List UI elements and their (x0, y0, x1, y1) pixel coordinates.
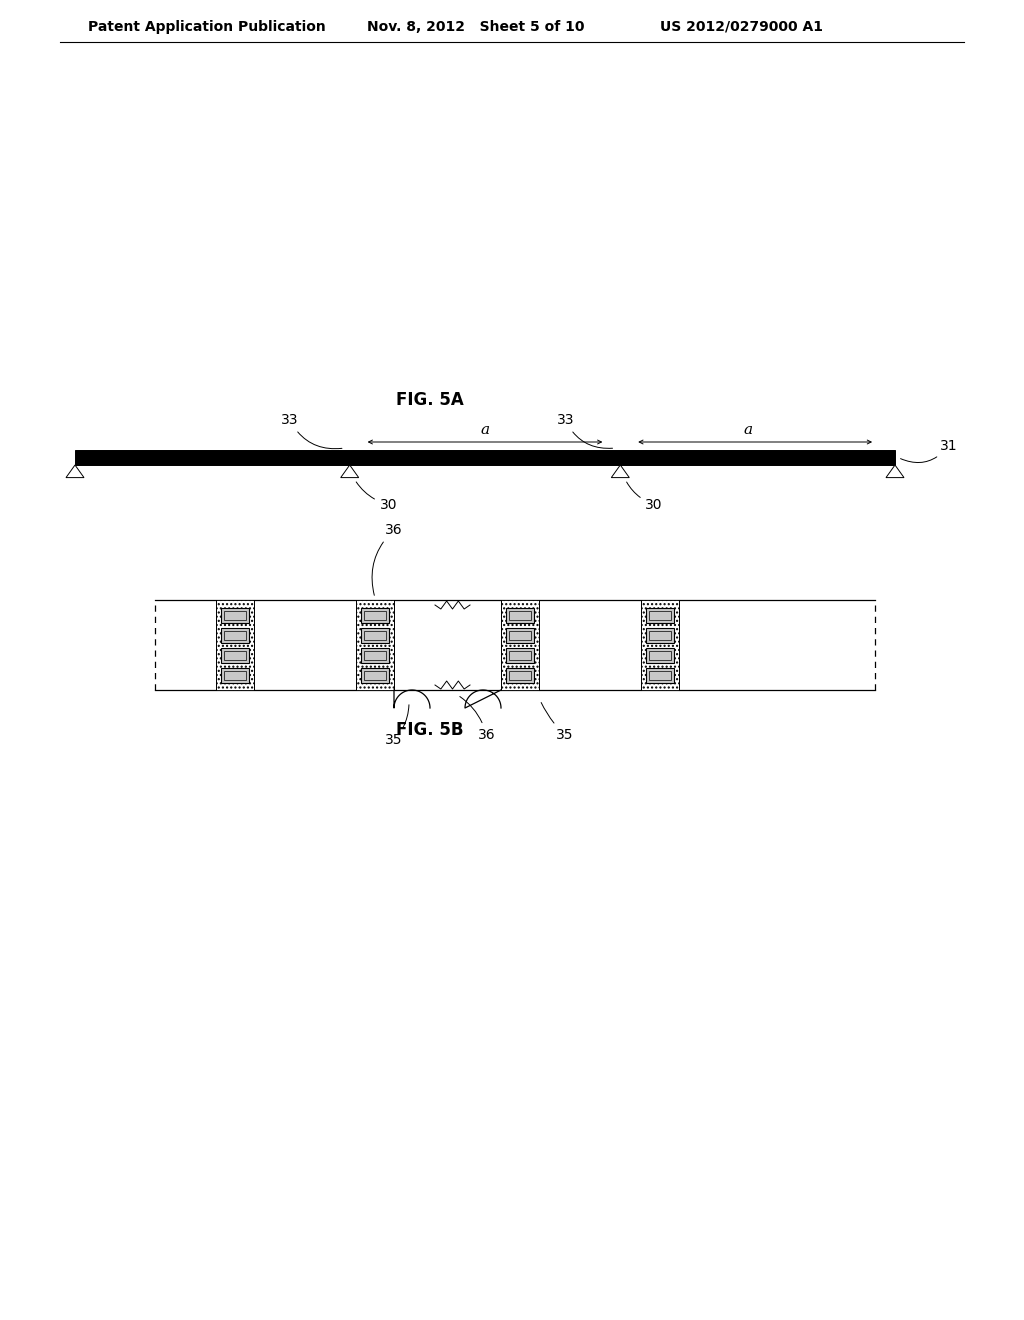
Bar (224, 671, 246, 680)
Text: 36: 36 (460, 697, 496, 742)
Bar (509, 651, 531, 660)
Text: 33: 33 (557, 413, 612, 449)
Bar (224, 631, 246, 639)
Text: US 2012/0279000 A1: US 2012/0279000 A1 (660, 20, 823, 34)
Text: 36: 36 (372, 523, 402, 595)
Bar (506, 627, 534, 643)
Bar (641, 601, 679, 690)
Text: 35: 35 (385, 705, 409, 747)
Bar (509, 631, 531, 639)
Bar (364, 631, 386, 639)
Bar (75, 450, 895, 465)
Bar (646, 627, 674, 643)
Text: 30: 30 (356, 482, 397, 512)
Bar (646, 668, 674, 682)
Bar (224, 610, 246, 619)
Text: 31: 31 (900, 438, 957, 462)
Text: 35: 35 (541, 702, 573, 742)
Bar (221, 627, 249, 643)
Bar (216, 601, 254, 690)
Text: Nov. 8, 2012   Sheet 5 of 10: Nov. 8, 2012 Sheet 5 of 10 (367, 20, 585, 34)
Text: a: a (480, 422, 489, 437)
Bar (361, 668, 389, 682)
Text: 33: 33 (281, 413, 342, 449)
Bar (361, 648, 389, 663)
Text: FIG. 5B: FIG. 5B (396, 721, 464, 739)
Polygon shape (886, 465, 904, 478)
Bar (361, 607, 389, 623)
Bar (501, 601, 539, 690)
Bar (506, 607, 534, 623)
Bar (649, 631, 671, 639)
Bar (361, 627, 389, 643)
Bar (221, 668, 249, 682)
Text: Patent Application Publication: Patent Application Publication (88, 20, 326, 34)
Text: a: a (743, 422, 753, 437)
Polygon shape (66, 465, 84, 478)
Bar (364, 671, 386, 680)
Bar (646, 648, 674, 663)
Bar (649, 671, 671, 680)
Bar (221, 648, 249, 663)
Bar (509, 671, 531, 680)
Bar (649, 610, 671, 619)
Text: FIG. 5A: FIG. 5A (396, 391, 464, 409)
Bar (221, 607, 249, 623)
Bar (364, 610, 386, 619)
Bar (224, 651, 246, 660)
Bar (509, 610, 531, 619)
Polygon shape (611, 465, 630, 478)
Polygon shape (341, 465, 358, 478)
Text: 30: 30 (627, 482, 663, 512)
Bar (506, 648, 534, 663)
Bar (646, 607, 674, 623)
Bar (356, 601, 394, 690)
Bar (364, 651, 386, 660)
Bar (506, 668, 534, 682)
Bar (649, 651, 671, 660)
